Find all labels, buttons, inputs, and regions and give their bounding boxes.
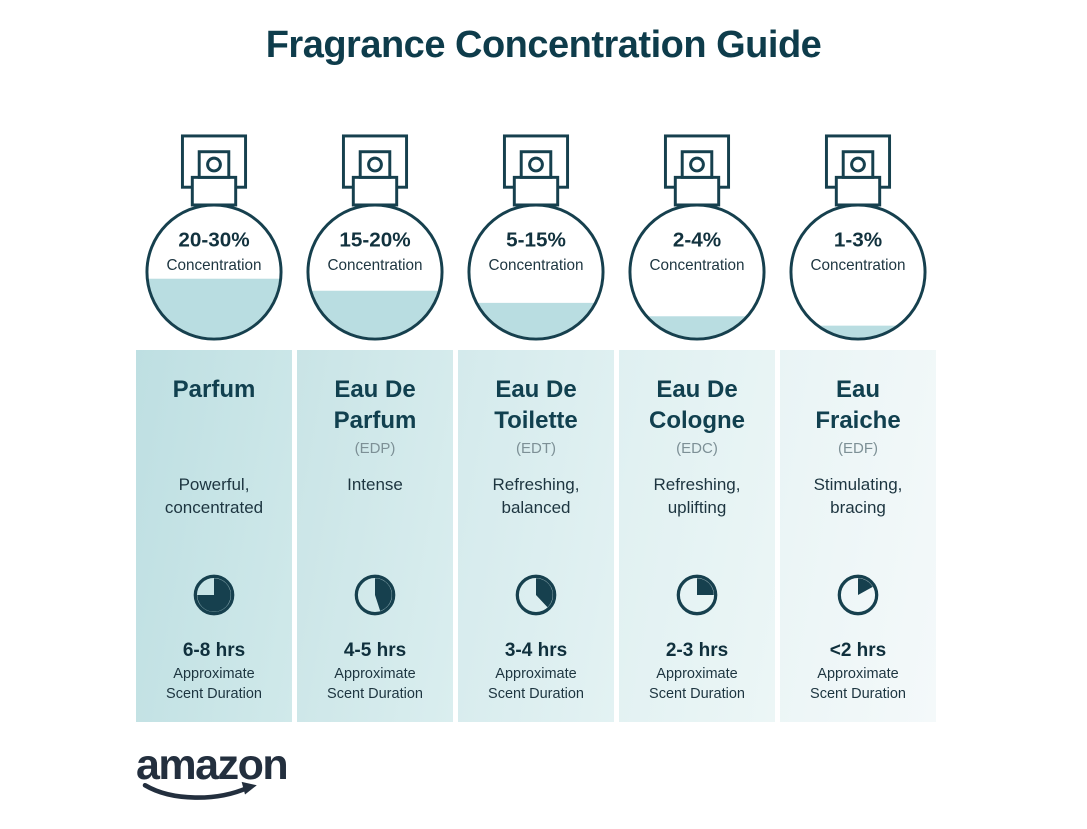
perfume-bottle-illustration: 1-3% Concentration <box>789 134 927 341</box>
fragrance-description: Intense <box>347 475 403 494</box>
clock-icon <box>354 574 396 616</box>
scent-duration: <2 hrs <box>829 640 887 661</box>
fragrance-description: Refreshing, balanced <box>492 475 580 517</box>
bottle-body-outline <box>789 203 927 341</box>
fragrance-description: Refreshing, uplifting <box>653 475 741 517</box>
scent-duration-label: Approximate Scent Duration <box>810 666 906 702</box>
fragrance-description: Stimulating, bracing <box>813 475 903 517</box>
concentration-value: 2-4% <box>673 228 721 251</box>
scent-duration: 2-3 hrs <box>665 640 729 661</box>
fragrance-abbreviation: (EDF) <box>838 440 878 457</box>
fragrance-name: Eau De Toilette <box>494 376 578 435</box>
bottle-body-outline <box>467 203 605 341</box>
scent-duration-label: Approximate Scent Duration <box>649 666 745 702</box>
fragrance-name: Eau De Cologne <box>649 376 745 435</box>
clock-icon <box>837 574 879 616</box>
concentration-value: 5-15% <box>506 228 566 251</box>
fragrance-column-eau-fraiche: 1-3% Concentration Eau Fraiche (EDF) Sti… <box>780 132 936 722</box>
clock-face <box>676 574 718 616</box>
info-panel: Parfum Powerful, concentrated 6-8 hrs Ap… <box>136 350 292 722</box>
bottle-neck-icon <box>351 175 399 207</box>
nozzle-circle-icon <box>367 156 383 173</box>
perfume-bottle-illustration: 20-30% Concentration <box>145 134 283 341</box>
smile-arrowhead <box>241 782 257 795</box>
clock-icon <box>193 574 235 616</box>
concentration-label: Concentration <box>488 257 583 274</box>
clock-wedge <box>858 578 873 595</box>
bottle-neck-icon <box>512 175 560 207</box>
clock-face <box>193 574 235 616</box>
bottle-body-icon <box>790 204 926 340</box>
clock-wedge <box>536 578 553 608</box>
clock-wedge <box>375 578 392 611</box>
clock-face <box>515 574 557 616</box>
bottle-neck-icon <box>190 175 238 207</box>
scent-duration-label: Approximate Scent Duration <box>327 666 423 702</box>
amazon-smile-icon <box>142 782 257 801</box>
concentration-value: 1-3% <box>834 228 882 251</box>
info-panel: Eau De Parfum (EDP) Intense 4-5 hrs Appr… <box>297 350 453 722</box>
concentration-label: Concentration <box>810 257 905 274</box>
scent-duration: 3-4 hrs <box>504 640 568 661</box>
bottle-body-icon <box>629 204 765 340</box>
info-panel: Eau De Toilette (EDT) Refreshing, balanc… <box>458 350 614 722</box>
clock-face <box>354 574 396 616</box>
amazon-logo: amazon <box>136 741 289 803</box>
fragrance-abbreviation: (EDP) <box>354 440 396 457</box>
clock-icon <box>515 574 557 616</box>
concentration-label: Concentration <box>166 257 261 274</box>
fragrance-name: Eau De Parfum <box>333 376 417 435</box>
liquid-fill <box>148 278 280 338</box>
smile-curve <box>142 783 250 801</box>
columns-container: 20-30% Concentration Parfum Powerful, co… <box>136 132 941 722</box>
concentration-label: Concentration <box>649 257 744 274</box>
clock-face <box>837 574 879 616</box>
nozzle-circle-icon <box>528 156 544 173</box>
liquid-fill <box>792 325 924 338</box>
clock-wedge <box>697 578 714 595</box>
bottle-body-outline <box>145 203 283 341</box>
nozzle-circle-icon <box>206 156 222 173</box>
nozzle-circle-icon <box>850 156 866 173</box>
perfume-bottle-illustration: 5-15% Concentration <box>467 134 605 341</box>
info-panel: Eau De Cologne (EDC) Refreshing, uplifti… <box>619 350 775 722</box>
scent-duration-label: Approximate Scent Duration <box>488 666 584 702</box>
fragrance-column-parfum: 20-30% Concentration Parfum Powerful, co… <box>136 132 292 722</box>
bottle-neck-icon <box>673 175 721 207</box>
scent-duration-label: Approximate Scent Duration <box>166 666 262 702</box>
page-title: Fragrance Concentration Guide <box>265 24 822 66</box>
info-panel: Eau Fraiche (EDF) Stimulating, bracing <… <box>780 350 936 722</box>
fragrance-column-eau-de-parfum: 15-20% Concentration Eau De Parfum (EDP)… <box>297 132 453 722</box>
bottle-body-outline <box>628 203 766 341</box>
clock-wedge <box>197 578 231 612</box>
nozzle-circle-icon <box>689 156 705 173</box>
perfume-bottle-illustration: 15-20% Concentration <box>306 134 444 341</box>
fragrance-name: Parfum <box>172 376 256 403</box>
liquid-fill <box>470 302 602 338</box>
scent-duration: 4-5 hrs <box>343 640 407 661</box>
fragrance-column-eau-de-toilette: 5-15% Concentration Eau De Toilette (EDT… <box>458 132 614 722</box>
concentration-value: 20-30% <box>178 228 249 251</box>
concentration-label: Concentration <box>327 257 422 274</box>
fragrance-abbreviation <box>136 440 292 460</box>
bottle-body-outline <box>306 203 444 341</box>
amazon-logo-text: amazon <box>136 741 289 789</box>
fragrance-description: Powerful, concentrated <box>164 475 264 517</box>
fragrance-name: Eau Fraiche <box>815 376 901 435</box>
fragrance-column-eau-de-cologne: 2-4% Concentration Eau De Cologne (EDC) … <box>619 132 775 722</box>
clock-icon <box>676 574 718 616</box>
perfume-bottle-illustration: 2-4% Concentration <box>628 134 766 341</box>
concentration-value: 15-20% <box>339 228 410 251</box>
bottle-neck-icon <box>834 175 882 207</box>
scent-duration: 6-8 hrs <box>182 640 246 661</box>
liquid-fill <box>309 290 441 338</box>
fragrance-abbreviation: (EDC) <box>676 440 718 457</box>
fragrance-abbreviation: (EDT) <box>516 440 556 457</box>
